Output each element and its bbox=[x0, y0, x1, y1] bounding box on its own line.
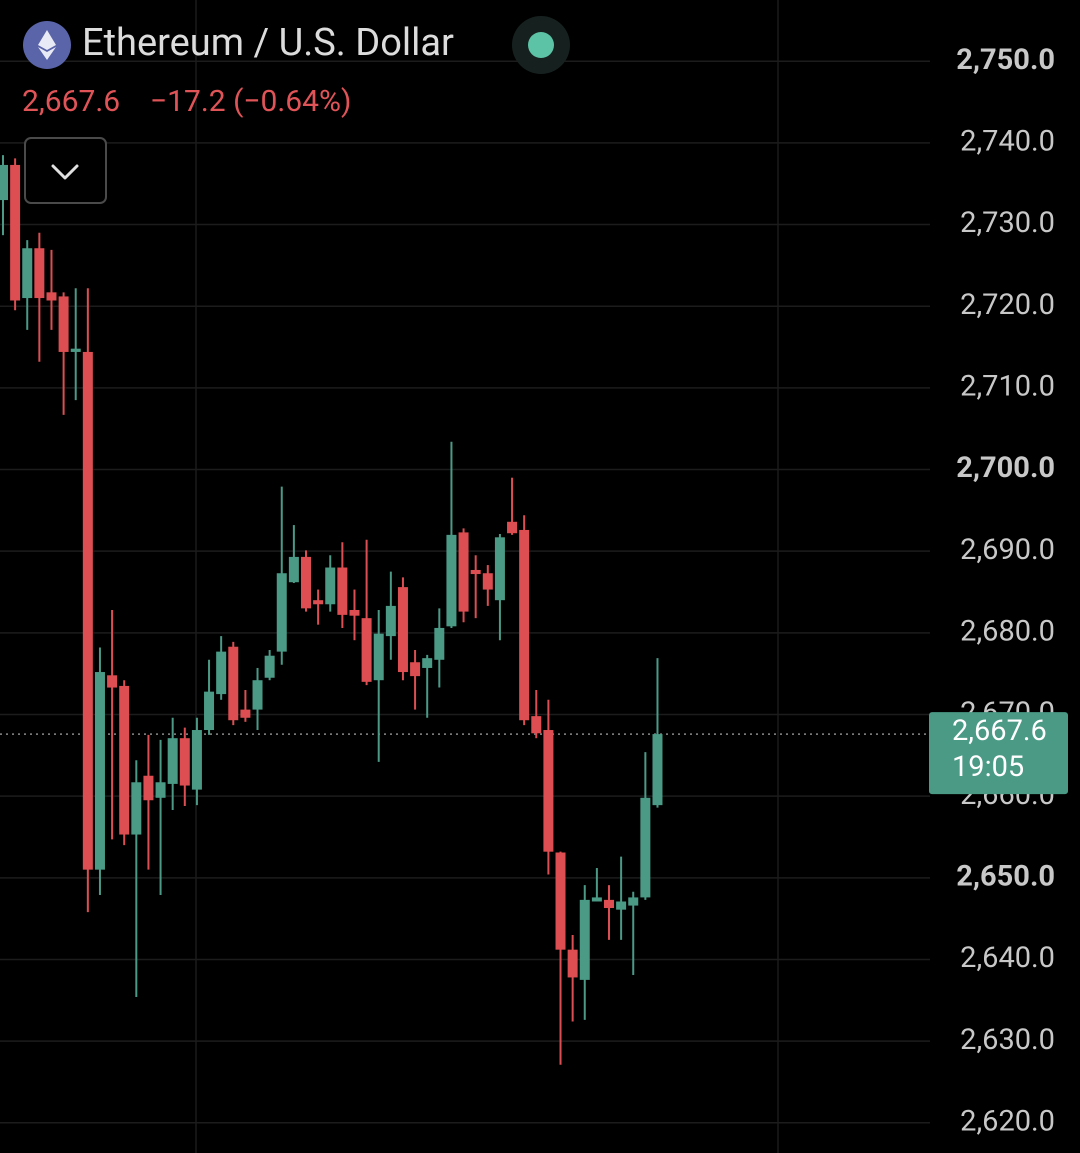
candle-body bbox=[470, 569, 481, 575]
ethereum-logo bbox=[38, 30, 56, 60]
candle-body bbox=[349, 609, 360, 616]
candle-body bbox=[288, 556, 299, 583]
candle-body bbox=[422, 658, 433, 668]
candle-body bbox=[337, 567, 348, 615]
candle-body bbox=[410, 662, 421, 677]
y-tick-label: 2,750.0 bbox=[956, 43, 1055, 77]
status-dot bbox=[528, 32, 554, 58]
candle-body bbox=[507, 521, 518, 534]
candle-body bbox=[167, 738, 178, 784]
price-tag-countdown: 19:05 bbox=[952, 750, 1024, 784]
candle-body bbox=[628, 897, 639, 906]
candle-body bbox=[482, 573, 493, 590]
candle-body bbox=[204, 691, 215, 731]
chevron-icon bbox=[51, 164, 79, 180]
candle-body bbox=[82, 351, 93, 870]
candle-body bbox=[301, 556, 311, 609]
candle-body bbox=[179, 738, 190, 786]
y-tick-label: 2,640.0 bbox=[960, 941, 1055, 975]
candle-body bbox=[313, 600, 324, 605]
candle-body bbox=[10, 164, 21, 301]
y-tick-label: 2,700.0 bbox=[956, 451, 1055, 485]
candle-body bbox=[240, 709, 251, 718]
price-tag: 2,667.619:05 bbox=[929, 712, 1068, 795]
candle-body bbox=[494, 537, 505, 601]
candle-body bbox=[591, 897, 602, 902]
candle-body bbox=[531, 716, 542, 734]
candle-body bbox=[252, 680, 263, 710]
candle-body bbox=[58, 296, 69, 352]
candle-body bbox=[276, 573, 287, 652]
candle-body bbox=[519, 529, 530, 721]
y-tick-label: 2,740.0 bbox=[960, 125, 1055, 159]
candle-body bbox=[46, 292, 57, 301]
candle-body bbox=[216, 651, 227, 695]
header-change: −17.2 (−0.64%) bbox=[150, 84, 351, 119]
candle-body bbox=[361, 618, 372, 682]
candle-body bbox=[652, 734, 663, 806]
candle-body bbox=[191, 730, 202, 790]
candle-body bbox=[555, 852, 566, 950]
price-tag-box bbox=[929, 712, 1068, 795]
candle-body bbox=[616, 901, 627, 910]
candle-body bbox=[373, 633, 384, 681]
candles bbox=[0, 155, 663, 1065]
candle-body bbox=[385, 605, 396, 637]
candle-body bbox=[397, 587, 408, 673]
candle-body bbox=[155, 782, 166, 798]
candle-body bbox=[458, 532, 469, 612]
candle-body bbox=[0, 164, 8, 201]
header-price: 2,667.6 bbox=[22, 84, 120, 119]
candle-body bbox=[119, 685, 130, 835]
candle-body bbox=[640, 797, 651, 898]
y-tick-label: 2,620.0 bbox=[960, 1104, 1055, 1138]
candle-body bbox=[107, 675, 118, 688]
y-tick-label: 2,720.0 bbox=[960, 288, 1055, 322]
candle-body bbox=[434, 627, 445, 660]
price-tag-value: 2,667.6 bbox=[952, 714, 1047, 748]
candle-body bbox=[579, 899, 590, 980]
candle-body bbox=[446, 534, 457, 627]
candle-body bbox=[228, 646, 239, 721]
price-axis: 2,750.0 2,740.0 2,730.0 2,720.0 2,710.0 2,700… bbox=[956, 43, 1055, 1139]
candle-body bbox=[70, 348, 81, 352]
y-tick-label: 2,630.0 bbox=[960, 1023, 1055, 1057]
candle-body bbox=[604, 899, 614, 909]
grid bbox=[0, 60, 930, 1124]
y-tick-label: 2,730.0 bbox=[960, 206, 1055, 240]
candle-body bbox=[34, 248, 45, 299]
candle-body bbox=[143, 775, 154, 801]
candle-body bbox=[325, 567, 336, 605]
collapse-button[interactable] bbox=[24, 137, 107, 204]
candle-body bbox=[22, 248, 33, 299]
candle-body bbox=[94, 672, 105, 870]
candle-body bbox=[131, 782, 142, 835]
candle-body bbox=[264, 655, 275, 678]
y-tick-label: 2,650.0 bbox=[956, 859, 1055, 893]
candle-body bbox=[543, 730, 554, 852]
y-tick-label: 2,710.0 bbox=[960, 370, 1055, 404]
header: Ethereum / U.S. Dollar 2,667.6 −17.2 (−0… bbox=[22, 16, 570, 204]
y-tick-label: 2,680.0 bbox=[960, 614, 1055, 648]
symbol-title: Ethereum / U.S. Dollar bbox=[82, 21, 454, 65]
y-tick-label: 2,690.0 bbox=[960, 533, 1055, 567]
candle-body bbox=[567, 949, 578, 978]
